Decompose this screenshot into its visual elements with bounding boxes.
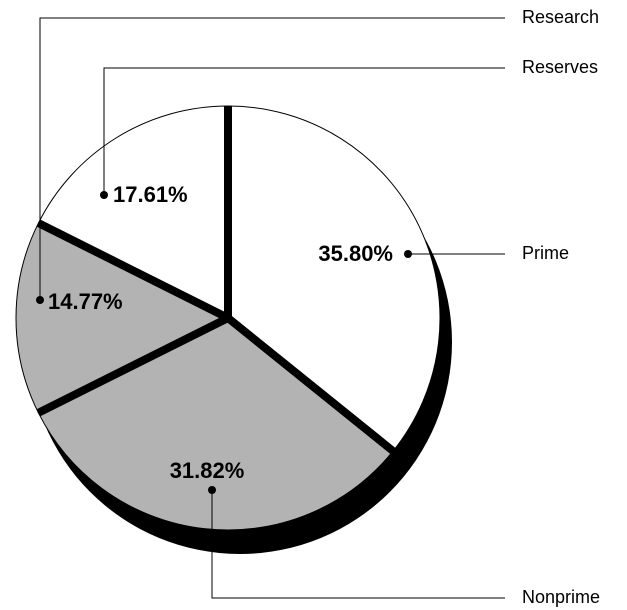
value-label: 14.77% <box>48 289 123 314</box>
leader-dot <box>36 296 44 304</box>
legend-label: Nonprime <box>522 587 600 607</box>
pie-slice <box>227 105 441 452</box>
leader-line <box>39 17 505 300</box>
legend-label: Research <box>522 7 599 27</box>
pie-slice <box>15 222 230 414</box>
value-label: 31.82% <box>170 458 245 483</box>
slice-separator <box>225 314 396 455</box>
leader-dot <box>100 191 108 199</box>
value-label: 35.80% <box>318 241 393 266</box>
leader-line <box>211 490 505 599</box>
value-label: 17.61% <box>113 182 188 207</box>
pie-slice <box>37 105 229 319</box>
slice-separator <box>36 219 230 322</box>
leader-dot <box>208 486 216 494</box>
leader-line <box>103 67 505 195</box>
leader-dot <box>404 250 412 258</box>
legend-label: Reserves <box>522 57 598 77</box>
slice-separator <box>36 314 230 417</box>
legend-label: Prime <box>522 243 569 263</box>
